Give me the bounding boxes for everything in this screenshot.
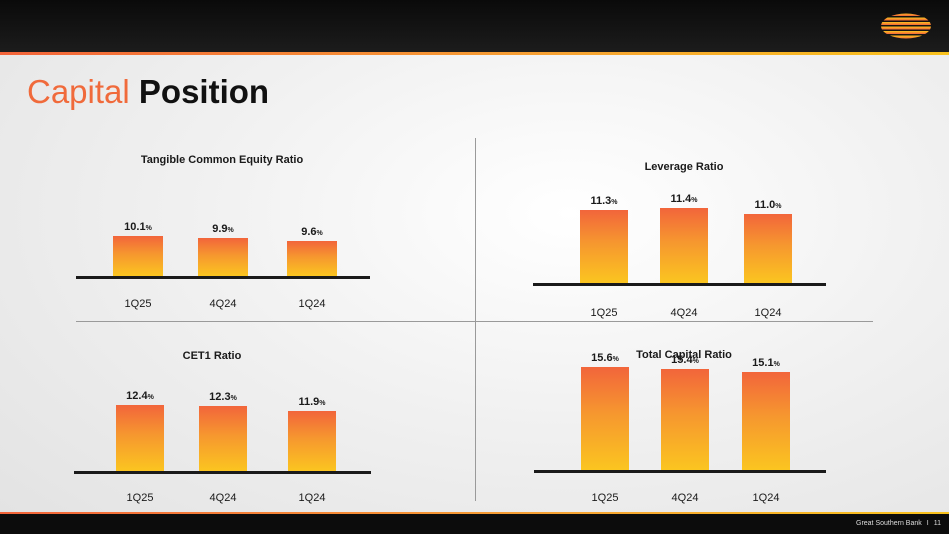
tangible-common-equity-ratio-value-label: 10.1% — [124, 221, 152, 234]
leverage-ratio-value-label: 11.4% — [670, 193, 698, 206]
cet1-ratio-bar-4q24 — [199, 406, 247, 471]
tangible-common-equity-ratio-title: Tangible Common Equity Ratio — [140, 154, 304, 166]
leverage-ratio-title: Leverage Ratio — [644, 161, 724, 173]
header-bar — [0, 0, 949, 52]
tangible-common-equity-ratio-bar-1q25 — [113, 236, 163, 276]
total-capital-ratio-value-label: 15.4% — [671, 353, 699, 366]
cet1-ratio-category-label: 1Q24 — [298, 492, 326, 504]
leverage-ratio-bar-4q24 — [660, 208, 708, 283]
total-capital-ratio-category-label: 4Q24 — [671, 492, 699, 504]
total-capital-ratio-bar-1q25 — [581, 366, 629, 470]
quadrant-divider-horizontal — [76, 321, 873, 322]
tangible-common-equity-ratio-bar-1q24 — [287, 240, 337, 276]
leverage-ratio-axis-line — [533, 283, 826, 286]
tangible-common-equity-ratio-category-label: 4Q24 — [209, 298, 237, 310]
page-title-part2: Position — [138, 73, 270, 110]
leverage-ratio-category-label: 1Q25 — [590, 307, 618, 319]
leverage-ratio-category-label: 4Q24 — [670, 307, 698, 319]
cet1-ratio-value-label: 12.4% — [126, 390, 154, 403]
cet1-ratio-bar-1q24 — [288, 410, 336, 471]
tangible-common-equity-ratio-category-label: 1Q24 — [298, 298, 326, 310]
tangible-common-equity-ratio-value-label: 9.6% — [301, 225, 323, 238]
footer-bar — [0, 514, 949, 534]
leverage-ratio-value-label: 11.0% — [754, 198, 782, 211]
quadrant-divider-vertical — [475, 138, 476, 501]
cet1-ratio-value-label: 11.9% — [298, 395, 326, 408]
leverage-ratio-bar-1q25 — [580, 209, 628, 283]
cet1-ratio-title: CET1 Ratio — [182, 350, 242, 362]
cet1-ratio-axis-line — [74, 471, 371, 474]
total-capital-ratio-bar-1q24 — [742, 372, 790, 470]
tangible-common-equity-ratio-value-label: 9.9% — [212, 223, 234, 236]
total-capital-ratio-axis-line — [534, 470, 826, 473]
footer: Great Southern Bank I 11 — [856, 520, 941, 527]
footer-accent-line — [0, 512, 949, 514]
total-capital-ratio-category-label: 1Q25 — [591, 492, 619, 504]
leverage-ratio-value-label: 11.3% — [590, 194, 618, 207]
cet1-ratio-category-label: 1Q25 — [126, 492, 154, 504]
total-capital-ratio-category-label: 1Q24 — [752, 492, 780, 504]
footer-company: Great Southern Bank — [856, 520, 922, 527]
cet1-ratio-value-label: 12.3% — [209, 391, 237, 404]
tangible-common-equity-ratio-category-label: 1Q25 — [124, 298, 152, 310]
total-capital-ratio-title: Total Capital Ratio — [636, 349, 732, 361]
page-title: Capital Position — [27, 70, 269, 114]
leverage-ratio-bar-1q24 — [744, 213, 792, 283]
footer-separator: I — [926, 520, 929, 527]
header-accent-line — [0, 52, 949, 55]
great-southern-logo-icon — [881, 13, 931, 39]
total-capital-ratio-value-label: 15.1% — [752, 357, 780, 370]
total-capital-ratio-bar-4q24 — [661, 368, 709, 470]
tangible-common-equity-ratio-axis-line — [76, 276, 370, 279]
leverage-ratio-category-label: 1Q24 — [754, 307, 782, 319]
cet1-ratio-category-label: 4Q24 — [209, 492, 237, 504]
footer-page-number: 11 — [933, 520, 941, 527]
cet1-ratio-bar-1q25 — [116, 405, 164, 471]
page-title-part1: Capital — [27, 73, 130, 110]
tangible-common-equity-ratio-bar-4q24 — [198, 238, 248, 276]
total-capital-ratio-value-label: 15.6% — [591, 351, 619, 364]
